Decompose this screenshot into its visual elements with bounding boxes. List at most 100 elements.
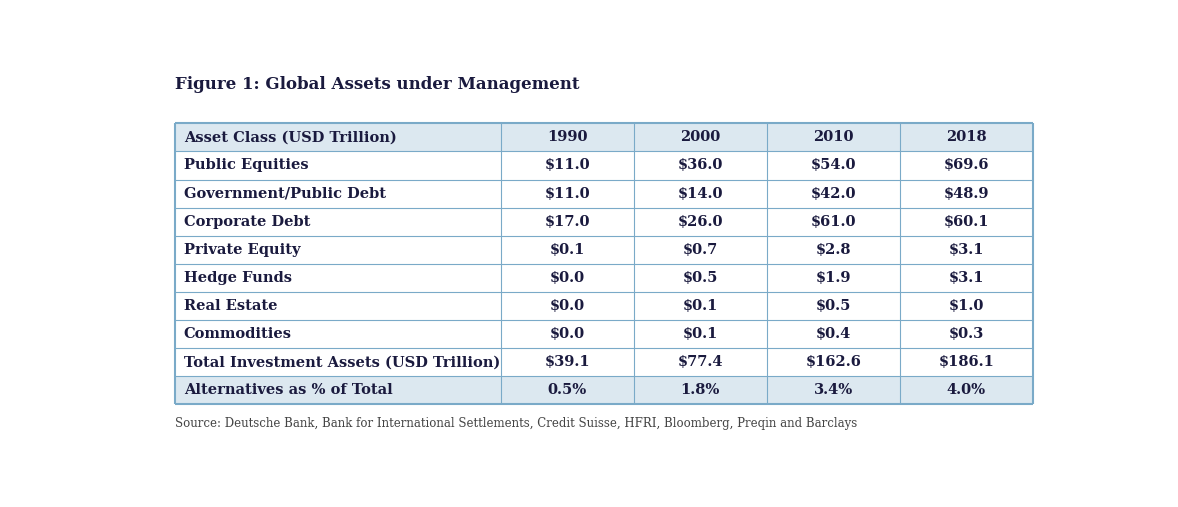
Bar xyxy=(634,376,767,405)
Text: $77.4: $77.4 xyxy=(677,355,723,369)
Text: 0.5%: 0.5% xyxy=(548,383,587,397)
Bar xyxy=(767,348,900,376)
Text: $0.5: $0.5 xyxy=(682,271,717,285)
Text: $0.0: $0.0 xyxy=(550,271,584,285)
Text: Total Investment Assets (USD Trillion): Total Investment Assets (USD Trillion) xyxy=(184,355,499,369)
Bar xyxy=(900,292,1033,320)
Text: $48.9: $48.9 xyxy=(944,187,990,201)
Text: 1.8%: 1.8% xyxy=(681,383,720,397)
Bar xyxy=(174,264,501,292)
Bar xyxy=(174,292,501,320)
Bar xyxy=(501,236,634,264)
Bar xyxy=(634,236,767,264)
Bar xyxy=(900,320,1033,348)
Bar xyxy=(900,208,1033,236)
Text: $3.1: $3.1 xyxy=(948,271,984,285)
Text: 2010: 2010 xyxy=(813,130,854,144)
Bar xyxy=(634,208,767,236)
Text: $0.1: $0.1 xyxy=(682,327,717,341)
Text: $0.4: $0.4 xyxy=(815,327,851,341)
Bar xyxy=(767,152,900,179)
Text: Figure 1: Global Assets under Management: Figure 1: Global Assets under Management xyxy=(174,77,580,93)
Bar xyxy=(634,123,767,152)
Bar xyxy=(174,376,501,405)
Bar xyxy=(634,264,767,292)
Bar xyxy=(767,208,900,236)
Bar xyxy=(501,376,634,405)
Bar xyxy=(900,179,1033,208)
Bar xyxy=(634,152,767,179)
Text: $61.0: $61.0 xyxy=(810,214,856,229)
Text: $186.1: $186.1 xyxy=(939,355,994,369)
Bar xyxy=(174,236,501,264)
Text: $14.0: $14.0 xyxy=(677,187,723,201)
Bar xyxy=(174,348,501,376)
Text: $1.0: $1.0 xyxy=(948,299,984,313)
Bar xyxy=(634,320,767,348)
Text: Corporate Debt: Corporate Debt xyxy=(184,214,310,229)
Bar xyxy=(767,376,900,405)
Text: $26.0: $26.0 xyxy=(677,214,723,229)
Bar xyxy=(174,152,501,179)
Text: $0.1: $0.1 xyxy=(550,243,585,257)
Bar xyxy=(174,123,501,152)
Text: $0.7: $0.7 xyxy=(682,243,717,257)
Bar xyxy=(900,376,1033,405)
Bar xyxy=(174,179,501,208)
Bar xyxy=(634,292,767,320)
Bar xyxy=(634,179,767,208)
Bar xyxy=(767,123,900,152)
Bar xyxy=(767,264,900,292)
Text: $0.5: $0.5 xyxy=(815,299,851,313)
Text: Asset Class (USD Trillion): Asset Class (USD Trillion) xyxy=(184,130,397,144)
Text: 1990: 1990 xyxy=(547,130,588,144)
Text: $39.1: $39.1 xyxy=(544,355,590,369)
Bar xyxy=(900,348,1033,376)
Text: 2000: 2000 xyxy=(680,130,721,144)
Text: $0.1: $0.1 xyxy=(682,299,717,313)
Text: Source: Deutsche Bank, Bank for International Settlements, Credit Suisse, HFRI, : Source: Deutsche Bank, Bank for Internat… xyxy=(174,417,856,430)
Bar xyxy=(900,236,1033,264)
Text: Commodities: Commodities xyxy=(184,327,292,341)
Text: $54.0: $54.0 xyxy=(810,159,856,172)
Bar xyxy=(767,236,900,264)
Text: Government/Public Debt: Government/Public Debt xyxy=(184,187,385,201)
Text: 2018: 2018 xyxy=(946,130,987,144)
Text: Hedge Funds: Hedge Funds xyxy=(184,271,292,285)
Bar xyxy=(501,264,634,292)
Text: Alternatives as % of Total: Alternatives as % of Total xyxy=(184,383,392,397)
Text: $36.0: $36.0 xyxy=(677,159,723,172)
Text: $11.0: $11.0 xyxy=(544,187,590,201)
Text: Public Equities: Public Equities xyxy=(184,159,309,172)
Bar xyxy=(501,179,634,208)
Text: $60.1: $60.1 xyxy=(944,214,990,229)
Text: Private Equity: Private Equity xyxy=(184,243,300,257)
Bar xyxy=(174,320,501,348)
Bar xyxy=(501,152,634,179)
Bar xyxy=(501,292,634,320)
Bar xyxy=(900,264,1033,292)
Text: $0.3: $0.3 xyxy=(948,327,984,341)
Bar xyxy=(900,123,1033,152)
Bar xyxy=(501,348,634,376)
Text: $0.0: $0.0 xyxy=(550,327,584,341)
Text: $162.6: $162.6 xyxy=(806,355,861,369)
Bar xyxy=(900,152,1033,179)
Text: $2.8: $2.8 xyxy=(815,243,851,257)
Text: $42.0: $42.0 xyxy=(810,187,856,201)
Bar xyxy=(767,292,900,320)
Text: 4.0%: 4.0% xyxy=(947,383,986,397)
Bar xyxy=(501,123,634,152)
Text: $11.0: $11.0 xyxy=(544,159,590,172)
Text: $1.9: $1.9 xyxy=(815,271,851,285)
Text: $69.6: $69.6 xyxy=(944,159,990,172)
Text: $17.0: $17.0 xyxy=(544,214,590,229)
Bar xyxy=(174,208,501,236)
Bar xyxy=(634,348,767,376)
Bar xyxy=(767,320,900,348)
Text: $3.1: $3.1 xyxy=(948,243,984,257)
Bar xyxy=(501,208,634,236)
Bar xyxy=(501,320,634,348)
Text: $0.0: $0.0 xyxy=(550,299,584,313)
Text: Real Estate: Real Estate xyxy=(184,299,277,313)
